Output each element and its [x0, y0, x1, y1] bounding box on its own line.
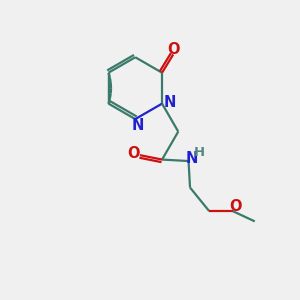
Text: N: N: [132, 118, 144, 133]
Text: N: N: [163, 95, 176, 110]
Text: N: N: [186, 151, 198, 166]
Text: O: O: [229, 199, 241, 214]
Text: O: O: [127, 146, 140, 161]
Text: O: O: [168, 42, 180, 57]
Text: H: H: [194, 146, 205, 159]
